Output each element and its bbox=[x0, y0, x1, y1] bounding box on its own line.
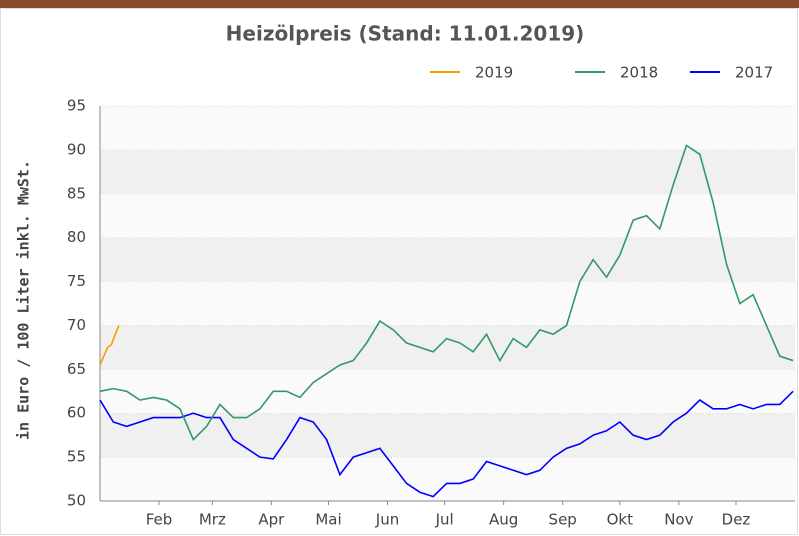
x-tick-label: Sep bbox=[549, 511, 577, 529]
legend-label: 2019 bbox=[475, 64, 513, 82]
x-tick-label: Aug bbox=[489, 511, 518, 529]
y-tick-label: 80 bbox=[67, 228, 86, 246]
y-tick-label: 70 bbox=[67, 316, 86, 334]
y-tick-label: 65 bbox=[67, 360, 86, 378]
grid-band bbox=[100, 457, 795, 501]
y-tick-label: 50 bbox=[67, 492, 86, 510]
x-tick-label: Apr bbox=[258, 511, 285, 529]
x-tick-label: Nov bbox=[664, 511, 693, 529]
chart-title: Heizölpreis (Stand: 11.01.2019) bbox=[226, 22, 585, 46]
top-bar bbox=[0, 0, 799, 8]
x-tick-label: Jul bbox=[435, 511, 454, 529]
legend-label: 2017 bbox=[735, 64, 773, 82]
x-tick-label: Okt bbox=[607, 511, 633, 529]
grid-band bbox=[100, 237, 795, 282]
grid-band bbox=[100, 413, 795, 458]
x-tick-label: Mrz bbox=[199, 511, 226, 529]
grid-band bbox=[100, 325, 795, 370]
x-tick-label: Mai bbox=[315, 511, 341, 529]
x-tick-label: Feb bbox=[146, 511, 173, 529]
grid-band bbox=[100, 369, 795, 414]
grid-band bbox=[100, 106, 795, 150]
series-line bbox=[99, 144, 794, 441]
grid-band bbox=[100, 281, 795, 326]
y-tick-label: 60 bbox=[67, 404, 86, 422]
y-tick-label: 55 bbox=[67, 448, 86, 466]
y-axis-label: in Euro / 100 Liter inkl. MwSt. bbox=[15, 160, 33, 440]
y-tick-label: 90 bbox=[67, 140, 86, 158]
legend-label: 2018 bbox=[620, 64, 658, 82]
y-tick-label: 95 bbox=[67, 97, 86, 115]
y-tick-label: 85 bbox=[67, 184, 86, 202]
series-line bbox=[99, 390, 794, 498]
series-line bbox=[99, 325, 120, 366]
x-tick-label: Dez bbox=[722, 511, 751, 529]
grid-band bbox=[100, 149, 795, 194]
y-tick-label: 75 bbox=[67, 272, 86, 290]
grid-band bbox=[100, 193, 795, 238]
x-tick-label: Jun bbox=[375, 511, 399, 529]
